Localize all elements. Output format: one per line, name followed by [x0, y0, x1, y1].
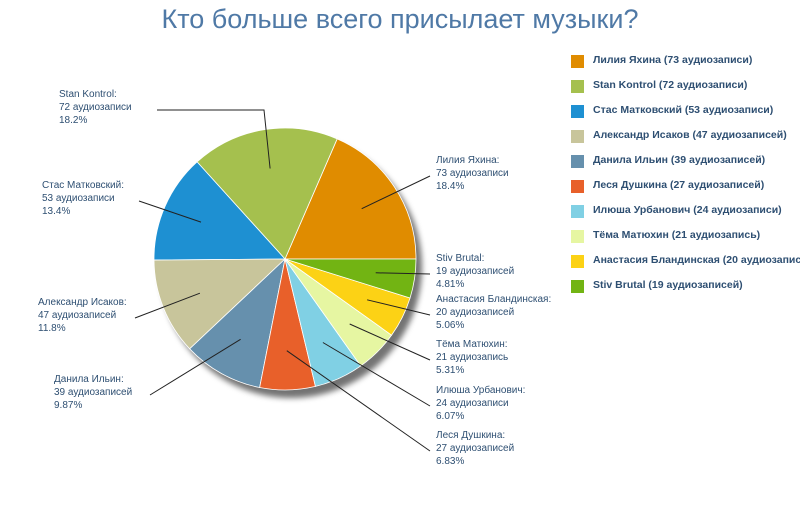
- slice-label-percent: 9.87%: [54, 400, 82, 411]
- legend-label: Тёма Матюхин (21 аудиозапись): [593, 229, 761, 241]
- legend-item[interactable]: Стас Матковский (53 аудиозаписи): [571, 101, 800, 126]
- slice-label-count: 21 аудиозапись: [436, 352, 508, 363]
- legend-label: Лилия Яхина (73 аудиозаписи): [593, 54, 753, 66]
- legend-item[interactable]: Леся Душкина (27 аудиозаписей): [571, 176, 800, 201]
- slice-label-name: Stan Kontrol:: [59, 89, 117, 100]
- slice-label-percent: 5.31%: [436, 365, 464, 376]
- legend-swatch: [571, 280, 584, 293]
- slice-label-count: 53 аудиозаписи: [42, 193, 115, 204]
- slice-data-label: Лилия Яхина: 73 аудиозаписи 18.4%: [436, 155, 509, 192]
- legend-label: Stan Kontrol (72 аудиозаписи): [593, 79, 748, 91]
- leader-line: [286, 350, 431, 452]
- legend-swatch: [571, 80, 584, 93]
- slice-label-name: Stiv Brutal:: [436, 253, 484, 264]
- legend-item[interactable]: Данила Ильин (39 аудиозаписей): [571, 151, 800, 176]
- legend-swatch: [571, 205, 584, 218]
- slice-label-count: 27 аудиозаписей: [436, 443, 514, 454]
- slice-label-percent: 4.81%: [436, 279, 464, 290]
- slice-label-count: 72 аудиозаписи: [59, 102, 132, 113]
- slice-data-label: Stiv Brutal: 19 аудиозаписей 4.81%: [436, 253, 514, 290]
- slice-label-percent: 6.07%: [436, 411, 464, 422]
- legend: Лилия Яхина (73 аудиозаписи) Stan Kontrol…: [571, 51, 800, 301]
- slice-label-percent: 18.2%: [59, 115, 87, 126]
- slice-data-label: Александр Исаков: 47 аудиозаписей 11.8%: [38, 297, 127, 334]
- slice-data-label: Stan Kontrol: 72 аудиозаписи 18.2%: [59, 89, 132, 126]
- pie-slice[interactable]: [284, 258, 417, 299]
- legend-item[interactable]: Александр Исаков (47 аудиозаписей): [571, 126, 800, 151]
- slice-label-count: 47 аудиозаписей: [38, 310, 116, 321]
- legend-item[interactable]: Лилия Яхина (73 аудиозаписи): [571, 51, 800, 76]
- slice-label-percent: 5.06%: [436, 320, 464, 331]
- legend-label: Данила Ильин (39 аудиозаписей): [593, 154, 766, 166]
- leader-line: [349, 323, 431, 361]
- slice-label-name: Анастасия Бландинская:: [436, 294, 551, 305]
- slice-label-count: 19 аудиозаписей: [436, 266, 514, 277]
- legend-swatch: [571, 105, 584, 118]
- slice-label-name: Александр Исаков:: [38, 297, 127, 308]
- slice-label-percent: 6.83%: [436, 456, 464, 467]
- slice-label-name: Илюша Урбанович:: [436, 384, 525, 396]
- slice-data-label: Илюша Урбанович: 24 аудиозаписи 6.07%: [436, 384, 525, 422]
- slice-label-percent: 18.4%: [436, 181, 464, 192]
- legend-swatch: [571, 230, 584, 243]
- legend-swatch: [571, 55, 584, 68]
- legend-item[interactable]: Анастасия Бландинская (20 аудиозаписей): [571, 251, 800, 276]
- leader-line: [149, 338, 241, 396]
- leader-line: [134, 292, 201, 319]
- leader-line: [375, 272, 431, 275]
- legend-swatch: [571, 155, 584, 168]
- slice-label-name: Леся Душкина:: [436, 430, 505, 441]
- pie-slice[interactable]: [153, 161, 286, 261]
- slice-label-count: 73 аудиозаписи: [436, 168, 509, 179]
- slice-label-count: 24 аудиозаписи: [436, 398, 509, 409]
- legend-label: Stiv Brutal (19 аудиозаписей): [593, 279, 743, 291]
- slice-label-name: Тёма Матюхин:: [436, 339, 508, 350]
- leader-line: [366, 299, 431, 316]
- pie-slice[interactable]: [196, 127, 338, 260]
- chart-title: Кто больше всего присылает музыки?: [161, 4, 639, 34]
- pie-slice[interactable]: [284, 138, 417, 260]
- leader-line: [322, 342, 431, 407]
- slice-data-label: Данила Ильин: 39 аудиозаписей 9.87%: [54, 374, 132, 411]
- legend-label: Леся Душкина (27 аудиозаписей): [593, 179, 765, 191]
- slice-label-count: 20 аудиозаписей: [436, 307, 514, 318]
- legend-item[interactable]: Илюша Урбанович (24 аудиозаписи): [571, 201, 800, 226]
- slice-label-name: Лилия Яхина:: [436, 155, 499, 166]
- legend-label: Стас Матковский (53 аудиозаписи): [593, 104, 774, 116]
- slice-data-label: Леся Душкина: 27 аудиозаписей 6.83%: [436, 430, 514, 467]
- legend-item[interactable]: Stiv Brutal (19 аудиозаписей): [571, 276, 800, 301]
- legend-swatch: [571, 255, 584, 268]
- legend-swatch: [571, 130, 584, 143]
- legend-label: Анастасия Бландинская (20 аудиозаписей): [593, 254, 800, 266]
- slice-label-percent: 13.4%: [42, 206, 70, 217]
- slice-label-name: Данила Ильин:: [54, 374, 124, 385]
- leader-line: [361, 175, 431, 210]
- slice-label-count: 39 аудиозаписей: [54, 387, 132, 398]
- slice-data-label: Анастасия Бландинская: 20 аудиозаписей 5.0…: [436, 294, 551, 331]
- slice-label-name: Стас Матковский:: [42, 180, 124, 191]
- slice-data-label: Тёма Матюхин: 21 аудиозапись 5.31%: [436, 339, 508, 376]
- legend-item[interactable]: Stan Kontrol (72 аудиозаписи): [571, 76, 800, 101]
- slice-label-percent: 11.8%: [38, 323, 66, 334]
- leader-line: [157, 109, 271, 169]
- legend-item[interactable]: Тёма Матюхин (21 аудиозапись): [571, 226, 800, 251]
- pie-slice[interactable]: [153, 258, 287, 350]
- slice-data-label: Стас Матковский: 53 аудиозаписи 13.4%: [42, 180, 124, 217]
- legend-label: Илюша Урбанович (24 аудиозаписи): [593, 204, 782, 216]
- legend-swatch: [571, 180, 584, 193]
- leader-line: [138, 200, 202, 223]
- legend-label: Александр Исаков (47 аудиозаписей): [593, 129, 787, 141]
